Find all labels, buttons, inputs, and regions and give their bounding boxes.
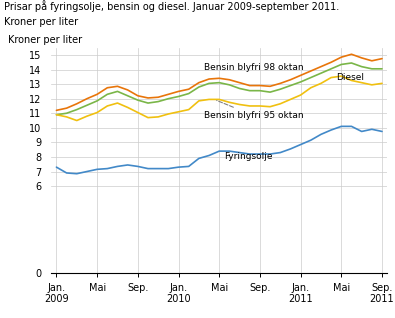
Text: Diesel: Diesel — [336, 73, 364, 82]
Text: Fyringsolje: Fyringsolje — [224, 152, 273, 161]
Text: Bensin blyfri 98 oktan: Bensin blyfri 98 oktan — [204, 64, 304, 73]
Text: Prisar på fyringsolje, bensin og diesel. Januar 2009-september 2011.: Prisar på fyringsolje, bensin og diesel.… — [4, 0, 339, 12]
Text: Kroner per liter: Kroner per liter — [8, 35, 82, 45]
Text: Bensin blyfri 95 oktan: Bensin blyfri 95 oktan — [204, 100, 304, 120]
Text: Kroner per liter: Kroner per liter — [4, 17, 78, 27]
